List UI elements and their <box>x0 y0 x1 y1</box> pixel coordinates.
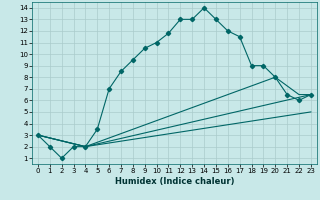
X-axis label: Humidex (Indice chaleur): Humidex (Indice chaleur) <box>115 177 234 186</box>
